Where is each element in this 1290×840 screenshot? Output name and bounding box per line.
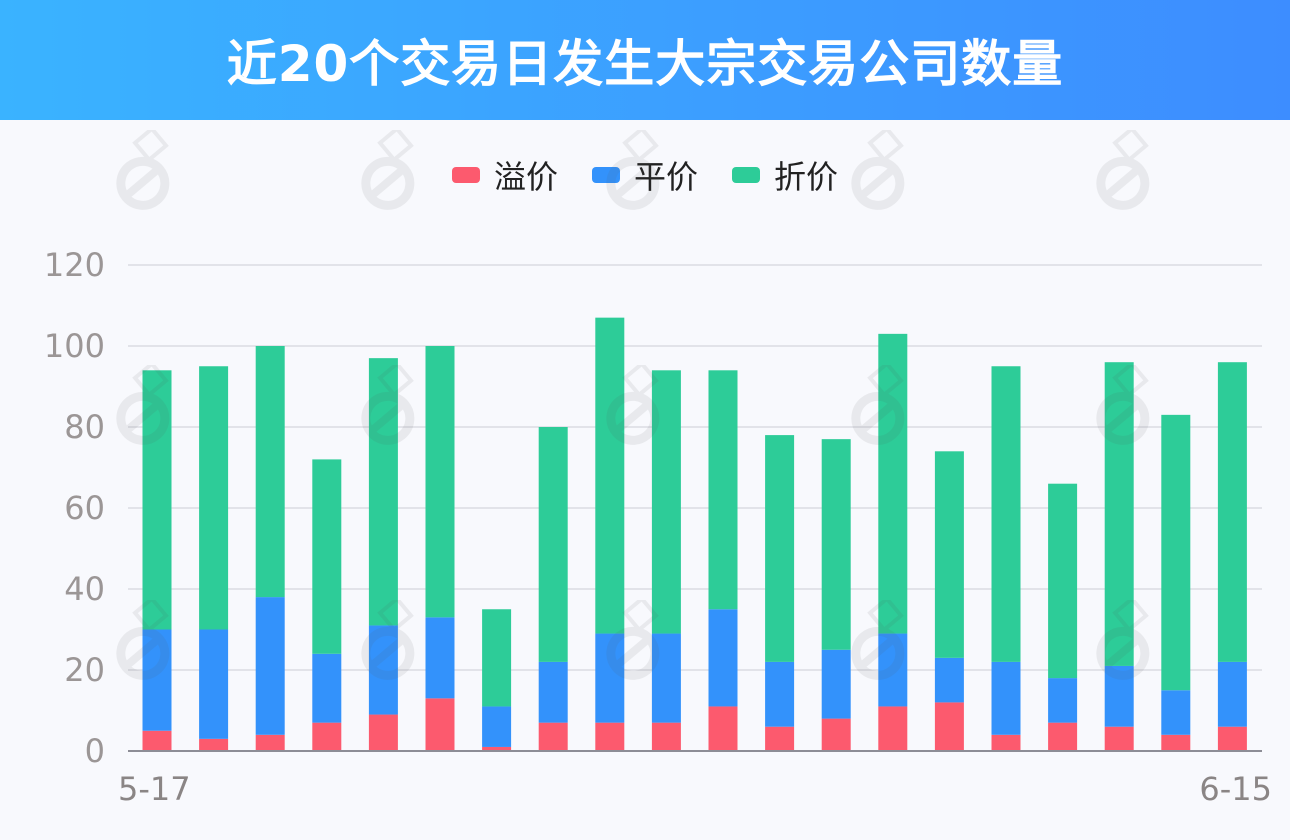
legend-label-discount: 折价 <box>774 158 839 196</box>
bar-segment <box>934 702 964 751</box>
bar-segment <box>991 734 1021 751</box>
bar-segment <box>425 698 455 751</box>
bar-segment <box>482 609 512 707</box>
bar-segment <box>651 370 681 634</box>
bar-segment <box>1104 362 1134 666</box>
bar-segment <box>821 718 851 751</box>
bar-segment <box>651 722 681 751</box>
bar-segment <box>255 346 285 598</box>
legend-swatch-par <box>591 167 620 183</box>
legend-label-premium: 溢价 <box>493 158 558 196</box>
y-tick-label: 20 <box>64 651 105 689</box>
bar-segment <box>199 366 229 630</box>
legend-item-premium[interactable]: 溢价 <box>451 152 558 198</box>
bar-segment <box>538 722 568 751</box>
y-tick-label: 40 <box>64 570 105 608</box>
bar-segment <box>425 346 455 618</box>
bar-segment <box>1217 726 1247 751</box>
bar-segment <box>708 609 738 707</box>
legend: 溢价 平价 折价 <box>0 150 1290 200</box>
chart-title: 近20个交易日发生大宗交易公司数量 <box>226 35 1064 93</box>
bar-segment <box>482 706 512 747</box>
title-banner: 近20个交易日发生大宗交易公司数量 <box>0 0 1290 120</box>
bar-segment <box>368 714 398 751</box>
bar-segment <box>538 427 568 662</box>
bar-segment <box>312 653 342 723</box>
y-tick-label: 120 <box>44 246 105 284</box>
legend-item-discount[interactable]: 折价 <box>732 152 838 198</box>
bar-segment <box>1048 483 1078 679</box>
y-tick-label: 80 <box>64 408 105 446</box>
bar-segment <box>595 722 625 751</box>
bar-segment <box>765 435 795 662</box>
legend-swatch-discount <box>732 167 760 183</box>
y-tick-label: 0 <box>85 732 105 770</box>
bar-segment <box>199 738 229 751</box>
bar-segment <box>142 629 172 731</box>
bar-segment <box>595 317 625 634</box>
bar-segment <box>1104 726 1134 751</box>
bar-segment <box>708 370 738 610</box>
x-tick-label: 6-15 <box>1199 770 1272 808</box>
bar-segment <box>312 722 342 751</box>
bar-segment <box>1048 678 1078 723</box>
bar-segment <box>255 734 285 751</box>
bar-segment <box>142 730 172 751</box>
bar-segment <box>934 657 964 703</box>
bar-segment <box>538 661 568 723</box>
bar-segment <box>482 746 512 751</box>
legend-swatch-premium <box>451 167 480 183</box>
bar-segment <box>878 333 908 634</box>
bar-segment <box>368 358 398 626</box>
bar-segment <box>821 439 851 650</box>
bar-segment <box>821 649 851 719</box>
bar-segment <box>878 633 908 707</box>
bar-segment <box>878 706 908 751</box>
bar-segment <box>312 459 342 654</box>
bar-segment <box>1104 665 1134 727</box>
bar-segment <box>1217 661 1247 727</box>
bar-segment <box>765 661 795 727</box>
bar-segment <box>1048 722 1078 751</box>
bar-segment <box>991 366 1021 662</box>
bar-segment <box>255 597 285 735</box>
bar-segment <box>142 370 172 630</box>
bar-segment <box>368 625 398 715</box>
bar-segment <box>991 661 1021 735</box>
bar-segment <box>1161 690 1191 735</box>
x-tick-label: 5-17 <box>118 770 191 808</box>
y-tick-label: 60 <box>64 489 105 527</box>
bar-segment <box>708 706 738 751</box>
bar-segment <box>1217 362 1247 662</box>
bar-segment <box>595 633 625 723</box>
legend-item-par[interactable]: 平价 <box>591 152 698 198</box>
bar-segment <box>199 629 229 739</box>
y-tick-label: 100 <box>44 327 105 365</box>
bar-segment <box>425 617 455 699</box>
bar-segment <box>765 726 795 751</box>
bar-segment <box>1161 414 1191 691</box>
bar-segment <box>1161 734 1191 751</box>
legend-label-par: 平价 <box>633 158 698 196</box>
bar-segment <box>651 633 681 723</box>
bar-segment <box>934 451 964 658</box>
